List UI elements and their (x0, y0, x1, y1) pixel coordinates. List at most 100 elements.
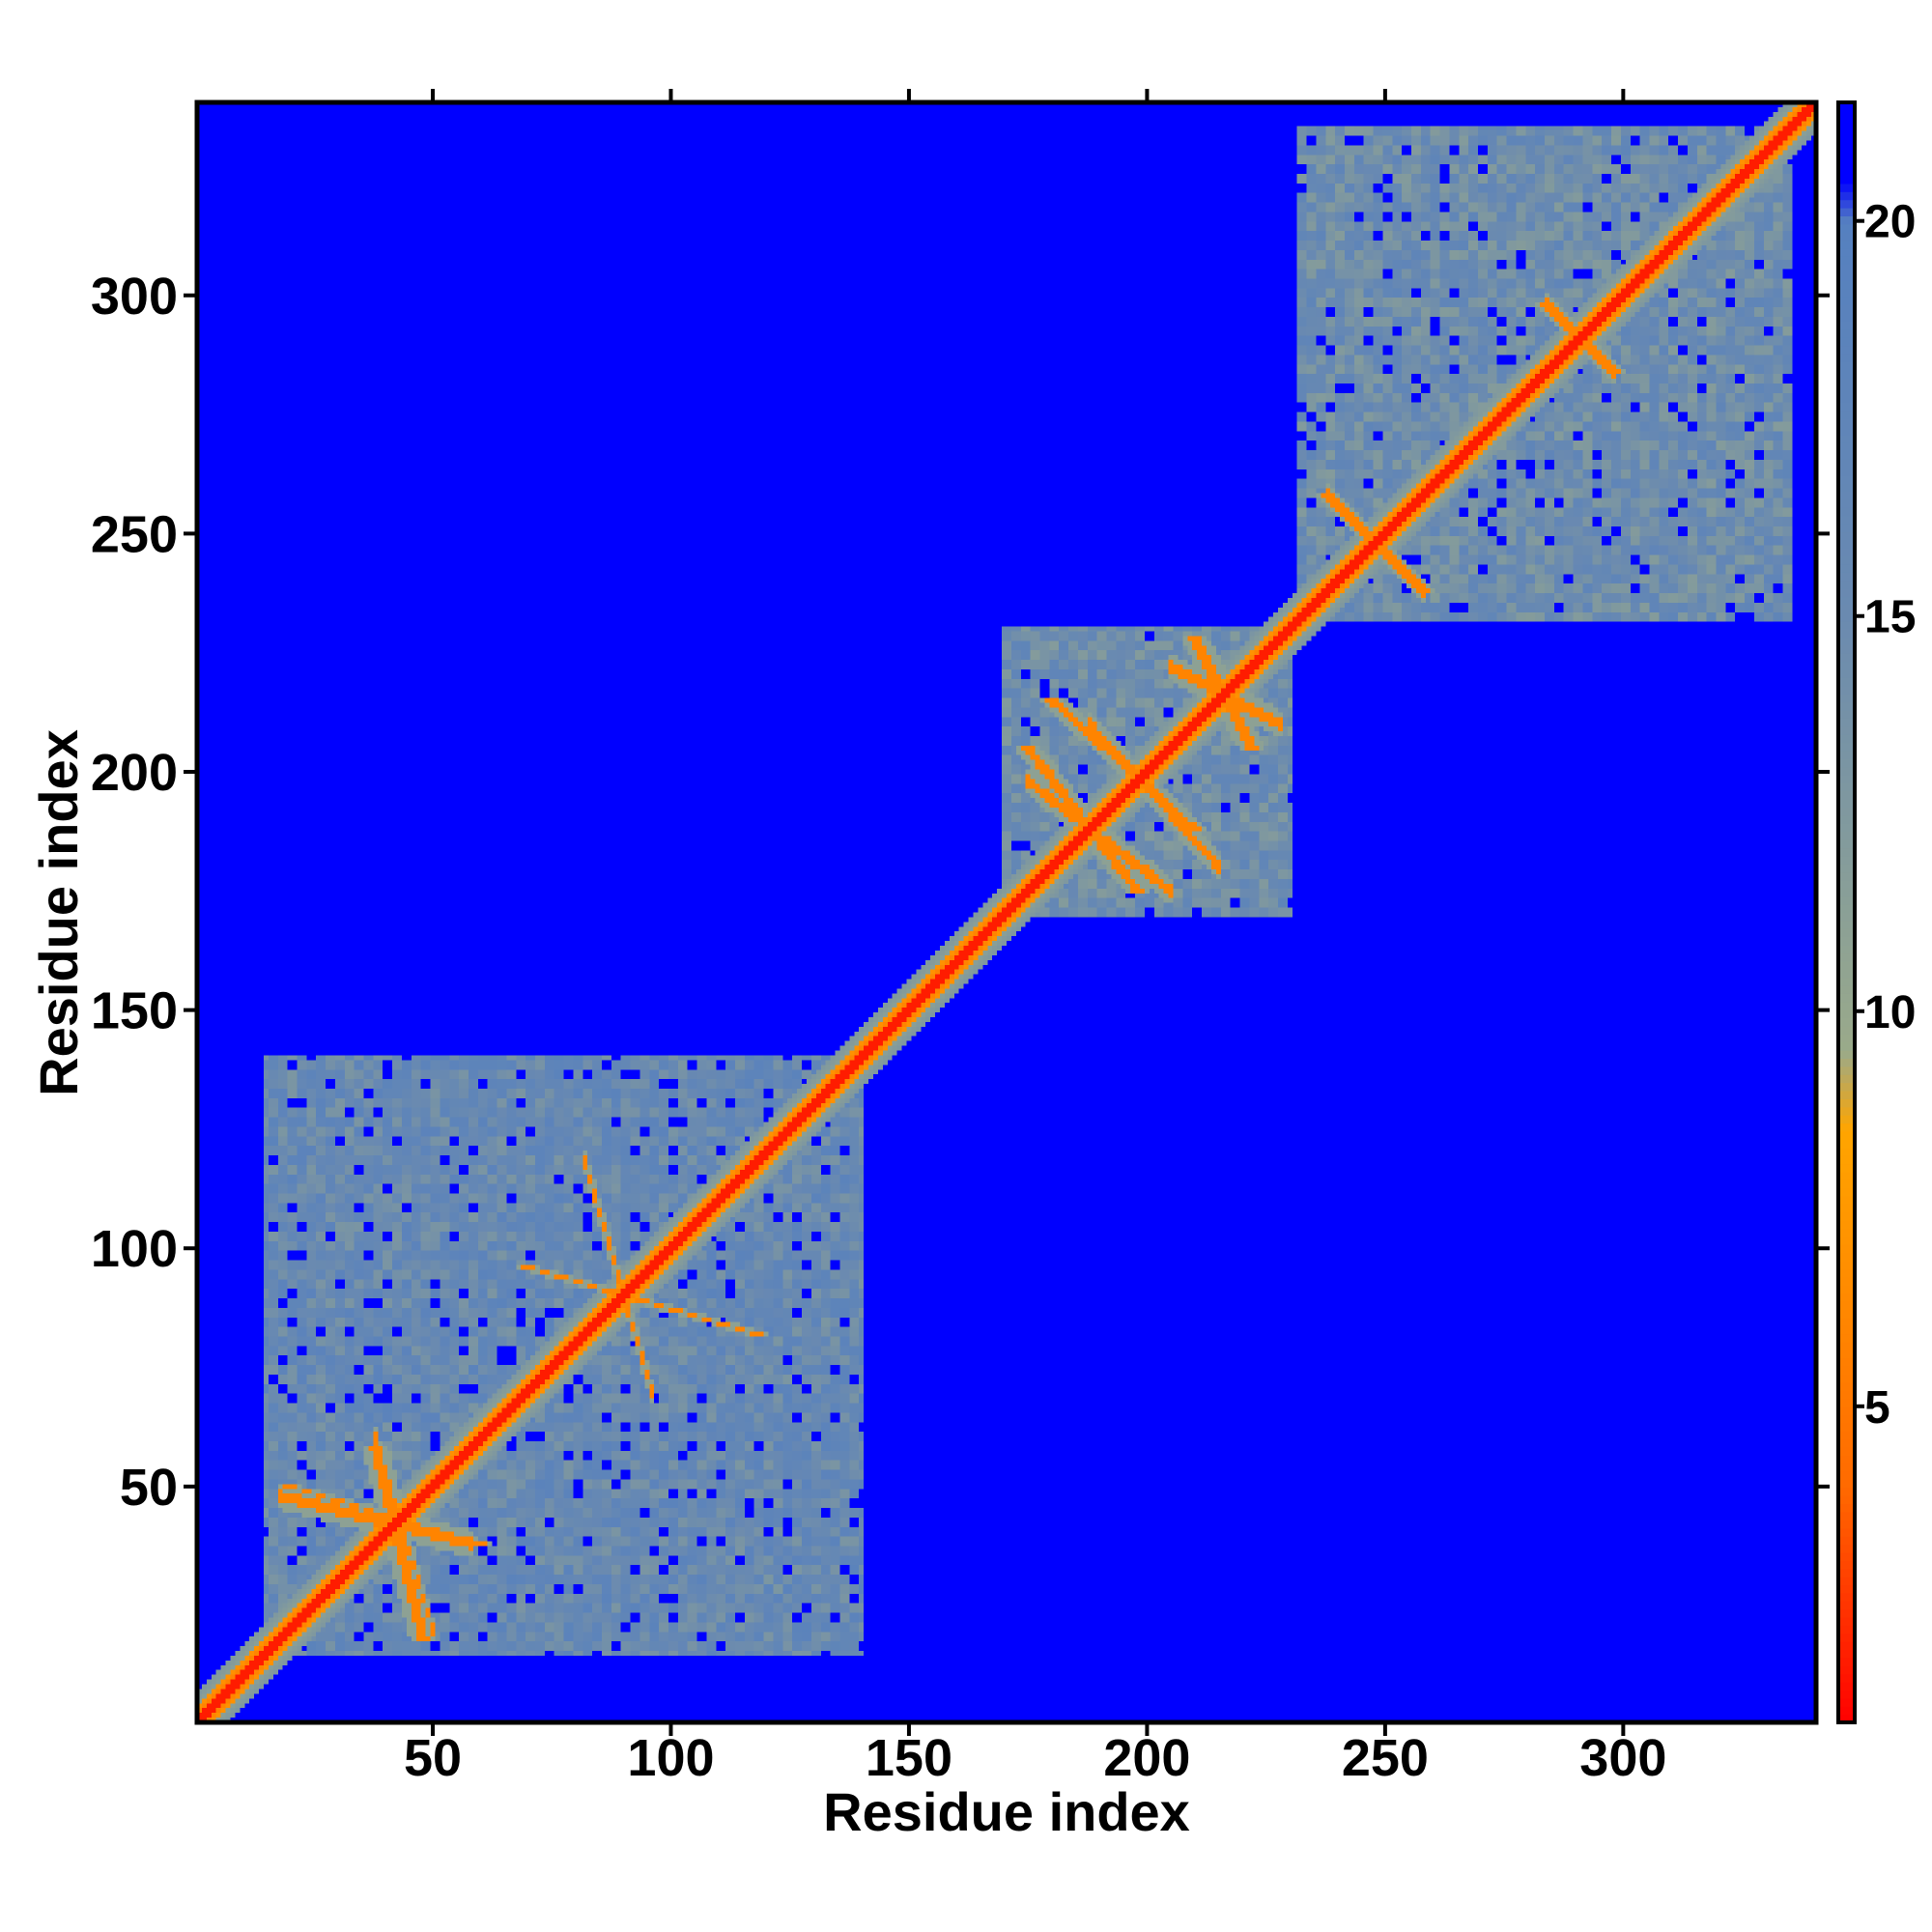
colorbar-segment (1838, 644, 1855, 654)
colorbar-segment (1838, 596, 1855, 606)
colorbar-segment (1838, 458, 1855, 468)
colorbar-segment (1838, 183, 1855, 192)
colorbar-segment (1838, 758, 1855, 768)
colorbar-segment (1838, 960, 1855, 970)
colorbar-segment (1838, 345, 1855, 355)
colorbar-segment (1838, 1041, 1855, 1051)
colorbar-segment (1838, 524, 1855, 533)
colorbar-segment (1838, 580, 1855, 589)
y-tick-label: 50 (120, 1459, 178, 1517)
colorbar-segment (1838, 1163, 1855, 1173)
colorbar-segment (1838, 1665, 1855, 1675)
colorbar-segment (1838, 637, 1855, 646)
colorbar-segment (1838, 718, 1855, 727)
colorbar-segment (1838, 725, 1855, 735)
colorbar-segment (1838, 750, 1855, 759)
colorbar-segment (1838, 158, 1855, 168)
colorbar-segment (1838, 1293, 1855, 1302)
colorbar-ticks: 5 10 15 20 (1855, 197, 1916, 1434)
x-tick-label: 150 (866, 1729, 952, 1787)
y-tick-label: 150 (91, 982, 178, 1040)
colorbar-segment (1838, 410, 1855, 419)
colorbar-segment (1838, 677, 1855, 687)
colorbar-segment (1838, 653, 1855, 663)
colorbar-segment (1838, 1211, 1855, 1221)
colorbar-segment (1838, 1657, 1855, 1666)
colorbar-segment (1838, 709, 1855, 719)
colorbar-segment (1838, 1317, 1855, 1326)
colorbar-segment (1838, 1098, 1855, 1108)
colorbar-segment (1838, 701, 1855, 711)
colorbar-segment (1838, 1204, 1855, 1213)
colorbar-segment (1838, 1009, 1855, 1019)
colorbar-segment (1838, 1001, 1855, 1010)
colorbar-segment (1838, 1616, 1855, 1626)
colorbar-segment (1838, 1560, 1855, 1570)
colorbar-segment (1838, 378, 1855, 387)
colorbar-segment (1838, 256, 1855, 266)
colorbar-segment (1838, 807, 1855, 816)
plot-frame (194, 99, 1819, 1725)
colorbar-segment (1838, 1261, 1855, 1270)
x-tick-label: 50 (404, 1729, 462, 1787)
colorbar (1838, 102, 1855, 1723)
y-tick-label: 100 (91, 1220, 178, 1278)
colorbar-segment (1838, 151, 1855, 160)
colorbar-segment (1838, 1495, 1855, 1505)
colorbar-segment (1838, 604, 1855, 613)
colorbar-frame (1836, 100, 1857, 1724)
colorbar-segment (1838, 118, 1855, 128)
y-axis-ticks: 50 100 150 200 250 300 (91, 268, 1830, 1517)
colorbar-segment (1838, 1074, 1855, 1084)
colorbar-segment (1838, 936, 1855, 946)
colorbar-segment (1838, 831, 1855, 840)
colorbar-segment (1838, 572, 1855, 582)
colorbar-segment (1838, 134, 1855, 144)
colorbar-segment (1838, 1122, 1855, 1132)
colorbar-segment (1838, 142, 1855, 152)
colorbar-segment (1838, 297, 1855, 306)
colorbar-segment (1838, 1155, 1855, 1165)
colorbar-segment (1838, 661, 1855, 670)
colorbar-segment (1838, 620, 1855, 630)
colorbar-segment (1838, 1527, 1855, 1537)
colorbar-segment (1838, 1584, 1855, 1594)
colorbar-segment (1838, 1431, 1855, 1440)
colorbar-segment (1838, 1697, 1855, 1707)
colorbar-segment (1838, 1106, 1855, 1116)
colorbar-segment (1838, 1633, 1855, 1642)
colorbar-segment (1838, 531, 1855, 541)
heatmap-cells (197, 102, 1816, 1722)
y-tick-label: 300 (91, 268, 178, 326)
colorbar-segment (1838, 385, 1855, 395)
colorbar-segment (1838, 1551, 1855, 1561)
colorbar-segment (1838, 442, 1855, 452)
colorbar-segment (1838, 1390, 1855, 1400)
colorbar-segment (1838, 766, 1855, 776)
colorbar-segment (1838, 694, 1855, 703)
colorbar-segment (1838, 353, 1855, 362)
colorbar-segment (1838, 418, 1855, 427)
colorbar-segment (1838, 945, 1855, 954)
colorbar-segment (1838, 1641, 1855, 1651)
colorbar-segment (1838, 1422, 1855, 1432)
colorbar-segment (1838, 1017, 1855, 1027)
colorbar-segment (1838, 1220, 1855, 1230)
colorbar-segment (1838, 1673, 1855, 1683)
colorbar-segment (1838, 555, 1855, 565)
colorbar-segment (1838, 1438, 1855, 1448)
colorbar-segment (1838, 1179, 1855, 1189)
colorbar-tick-label: 5 (1864, 1382, 1890, 1434)
colorbar-segment (1838, 1244, 1855, 1254)
colorbar-segment (1838, 1511, 1855, 1520)
x-tick-label: 300 (1579, 1729, 1666, 1787)
colorbar-segment (1838, 361, 1855, 371)
colorbar-segment (1838, 1601, 1855, 1610)
colorbar-segment (1838, 1446, 1855, 1456)
colorbar-segment (1838, 215, 1855, 225)
colorbar-segment (1838, 1309, 1855, 1319)
colorbar-segment (1838, 1463, 1855, 1472)
colorbar-segment (1838, 1082, 1855, 1092)
colorbar-segment (1838, 888, 1855, 897)
